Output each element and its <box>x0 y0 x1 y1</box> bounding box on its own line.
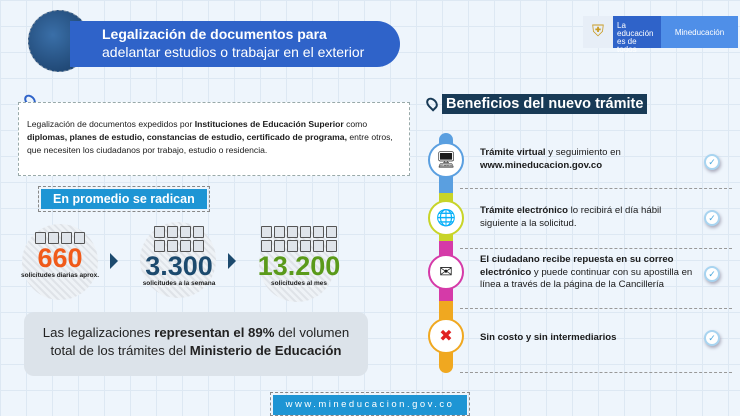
globe-location-icon: 🌐 <box>428 200 464 236</box>
text: Las legalizaciones <box>42 325 155 340</box>
documents-icon <box>28 232 92 244</box>
stat-label: solicitudes diarias aprox. <box>20 272 100 279</box>
divider <box>460 372 732 373</box>
stat-label: solicitudes al mes <box>271 280 327 287</box>
logo-slogan: La educación es de todos <box>613 16 661 54</box>
stats-heading: En promedio se radican <box>38 186 210 212</box>
benefit-text: El ciudadano recibe repuesta en su corre… <box>480 254 693 290</box>
description-box: Legalización de documentos expedidos por… <box>18 102 410 176</box>
arrow-right-icon <box>110 253 118 269</box>
divider <box>460 248 732 249</box>
decor-circle <box>22 224 98 300</box>
documents-icon <box>151 226 207 252</box>
stat-daily: 660 solicitudes diarias aprox. <box>5 232 115 279</box>
mineducacion-logo: ⛨ La educación es de todos Mineducación <box>583 16 738 54</box>
text: del volumen total de los trámites del <box>50 325 350 358</box>
benefit-text: Trámite virtual y seguimiento en www.mine… <box>480 147 621 171</box>
browser-icon: 🖥 <box>428 142 464 178</box>
email-icon: ✉ <box>428 254 464 290</box>
documents-icon <box>258 226 340 252</box>
coat-of-arms-icon: ⛨ <box>583 16 613 48</box>
stat-weekly: 3.300 solicitudes a la semana <box>124 226 234 287</box>
benefits-title: Beneficios del nuevo trámite <box>442 94 648 114</box>
benefit-text: Trámite electrónico lo recibirá el día h… <box>480 205 662 229</box>
stat-label: solicitudes a la semana <box>142 280 216 287</box>
text: como <box>343 119 368 129</box>
stat-monthly: 13.200 solicitudes al mes <box>244 226 354 287</box>
check-icon: ✓ <box>704 154 720 170</box>
decor-circle <box>259 226 335 302</box>
title-bold: Legalización de documentos para <box>102 26 327 42</box>
text: Legalización de documentos expedidos por <box>27 119 195 129</box>
timeline-bar <box>439 133 453 373</box>
divider <box>460 188 732 189</box>
summary-note: Las legalizaciones representan el 89% de… <box>24 312 368 376</box>
no-money-icon: ✖ <box>428 318 464 354</box>
title-rest: adelantar estudios o trabajar en el exte… <box>102 44 365 60</box>
stat-value: 3.300 <box>145 251 213 281</box>
benefit-text: Sin costo y sin intermediarios <box>480 332 617 343</box>
text-bold: Instituciones de Educación Superior <box>194 119 344 129</box>
logo-brand: Mineducación <box>661 16 738 48</box>
location-pin-icon <box>423 95 441 112</box>
footer-url[interactable]: www.mineducacion.gov.co <box>270 392 470 416</box>
check-icon: ✓ <box>704 210 720 226</box>
text: entre otros, que necesiten los ciudadano… <box>27 132 393 155</box>
arrow-right-icon <box>228 253 236 269</box>
divider <box>460 308 732 309</box>
text-bold: Ministerio de Educación <box>189 343 342 358</box>
check-icon: ✓ <box>704 266 720 282</box>
stat-value: 13.200 <box>257 251 341 281</box>
check-icon: ✓ <box>704 330 720 346</box>
text-bold: representan el 89% <box>154 325 275 340</box>
footer-url-text[interactable]: www.mineducacion.gov.co <box>273 395 467 415</box>
text-bold: diplomas, planes de estudio, constancias… <box>27 132 347 142</box>
stat-value: 660 <box>37 243 83 273</box>
stats-heading-text: En promedio se radican <box>41 189 207 209</box>
header-banner: Legalización de documentos para adelanta… <box>70 21 400 67</box>
